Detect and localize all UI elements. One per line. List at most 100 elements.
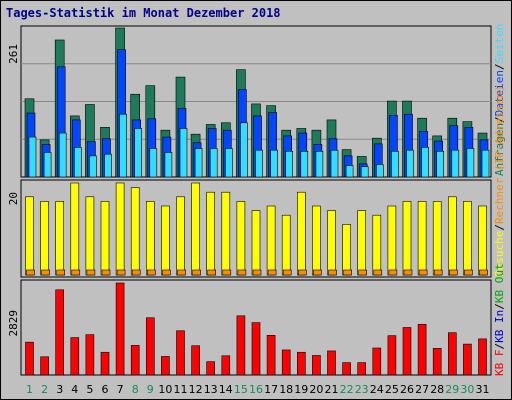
pages-bar-13 [209, 148, 218, 178]
pages-bar-23 [360, 166, 369, 178]
sites-bar-10 [162, 269, 171, 276]
sites-bar-28 [433, 269, 443, 276]
kbf-bar-11 [176, 330, 185, 376]
sites-bar-30 [464, 269, 473, 276]
visits-bar-3 [55, 201, 65, 276]
legend-top-item: Seiten [493, 24, 506, 64]
legend-bottom-item: KB F [493, 350, 506, 377]
visits-bar-24 [372, 214, 382, 276]
pages-bar-7 [119, 113, 127, 178]
kbf-bar-10 [161, 356, 170, 376]
kbf-bar-30 [463, 343, 472, 376]
kbf-bar-7 [115, 282, 125, 376]
sites-bar-7 [116, 269, 126, 276]
x-tick-label-22: 22 [340, 383, 354, 396]
sites-bar-23 [358, 269, 368, 276]
kbf-bar-2 [40, 356, 49, 376]
x-tick-label-12: 12 [189, 383, 203, 396]
kbf-bar-13 [206, 361, 215, 376]
sites-bar-18 [282, 269, 292, 276]
sites-bar-29 [448, 269, 458, 276]
sites-bar-27 [418, 269, 428, 276]
sites-bar-21 [328, 269, 337, 276]
legend-top-item: Anfragen [493, 123, 506, 176]
visits-bar-25 [387, 205, 397, 276]
pages-bar-31 [481, 149, 490, 178]
pages-bar-14 [225, 148, 233, 178]
visits-bar-9 [146, 201, 155, 276]
pages-bar-27 [421, 147, 429, 178]
sites-bar-24 [373, 269, 383, 276]
pages-bar-2 [43, 152, 52, 178]
visits-bar-2 [40, 201, 49, 276]
visits-bar-7 [115, 182, 125, 276]
pages-bar-18 [285, 151, 294, 178]
x-tick-label-6: 6 [102, 383, 109, 396]
sites-bar-25 [388, 269, 398, 276]
pages-bar-3 [58, 132, 67, 178]
legend-bottom-item: / [493, 343, 506, 350]
legend-top-item: / [493, 116, 506, 123]
sites-bar-12 [192, 269, 201, 276]
pages-bar-17 [270, 149, 278, 178]
kbf-bar-27 [417, 323, 427, 376]
x-tick-label-10: 10 [158, 383, 172, 396]
visits-bar-30 [463, 201, 472, 276]
visits-bar-5 [85, 196, 95, 276]
kbf-bar-25 [387, 335, 397, 376]
pages-bar-24 [375, 164, 384, 178]
kbf-bar-18 [281, 349, 291, 376]
sites-bar-14 [222, 269, 232, 276]
x-tick-label-30: 30 [460, 383, 474, 396]
x-tick-label-13: 13 [204, 383, 218, 396]
visits-bar-17 [266, 205, 276, 276]
pages-bar-19 [300, 151, 309, 178]
visits-bar-18 [281, 214, 291, 276]
y-max-label: 261 [7, 44, 20, 64]
x-tick-label-31: 31 [476, 383, 490, 396]
x-tick-label-28: 28 [430, 383, 444, 396]
sites-bar-20 [313, 269, 322, 276]
chart-title: Tages-Statistik im Monat Dezember 2018 [6, 6, 281, 20]
visits-bar-12 [191, 182, 200, 276]
x-tick-label-15: 15 [234, 383, 248, 396]
sites-bar-17 [267, 269, 277, 276]
x-tick-label-24: 24 [370, 383, 384, 396]
x-tick-label-7: 7 [117, 383, 124, 396]
sites-bar-16 [252, 269, 262, 276]
x-tick-label-11: 11 [174, 383, 188, 396]
kbf-bar-1 [25, 341, 34, 376]
pages-bar-11 [179, 128, 188, 178]
pages-bar-20 [315, 151, 324, 178]
visits-bar-8 [130, 187, 140, 276]
pages-bar-16 [255, 149, 263, 178]
pages-bar-1 [28, 136, 37, 178]
legend-top-item: / [493, 63, 506, 70]
visits-bar-23 [357, 210, 367, 276]
x-tick-label-8: 8 [132, 383, 139, 396]
sites-bar-13 [207, 269, 216, 276]
visits-bar-31 [478, 205, 487, 276]
pages-bar-25 [391, 151, 399, 178]
pages-bar-28 [436, 151, 445, 178]
kbf-bar-4 [70, 337, 80, 376]
legend-middle-item: Besuche [493, 231, 506, 277]
x-tick-label-16: 16 [249, 383, 263, 396]
kbf-bar-20 [312, 355, 321, 376]
x-tick-label-25: 25 [385, 383, 399, 396]
visits-bar-21 [327, 210, 336, 276]
visits-bar-22 [342, 224, 351, 276]
x-tick-label-19: 19 [294, 383, 308, 396]
sites-bar-22 [343, 269, 352, 276]
legend-bottom-item: KB In [493, 310, 506, 343]
visits-bar-16 [251, 210, 261, 276]
kbf-bar-6 [100, 351, 110, 376]
kbf-bar-12 [191, 345, 200, 376]
legend-top: Anfragen/Dateien/Seiten [493, 24, 506, 176]
visits-bar-4 [70, 182, 80, 276]
visits-bar-19 [296, 191, 306, 276]
pages-bar-21 [330, 149, 339, 178]
legend-bottom: KB F/KB In/KB Out [493, 263, 506, 376]
legend-top-item: Dateien [493, 70, 506, 116]
kbf-bar-31 [478, 338, 487, 376]
